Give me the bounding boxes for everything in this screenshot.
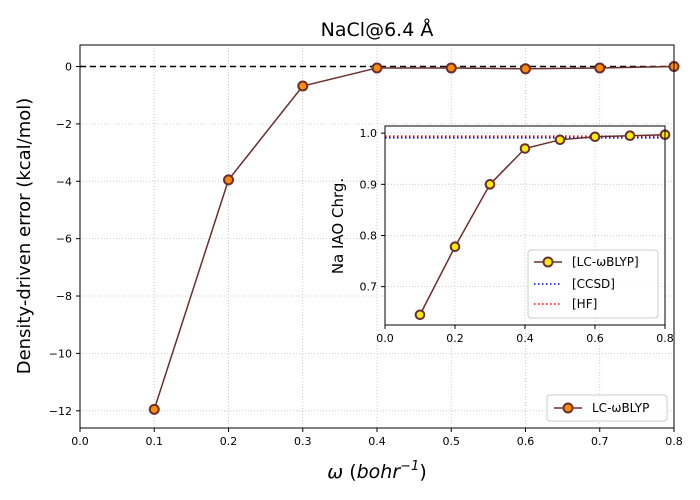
main-data-point <box>520 63 531 75</box>
main-data-point <box>371 62 383 74</box>
main-legend-label: LC-ωBLYP <box>592 401 649 415</box>
main-legend-marker-swatch <box>562 402 574 414</box>
main-y-tick-label: −6 <box>56 233 72 246</box>
main-x-tick-label: 0.8 <box>665 435 683 448</box>
inset-x-tick-label: 0.0 <box>376 332 394 345</box>
inset-y-tick-label: 0.8 <box>360 229 378 242</box>
main-data-point <box>297 80 309 92</box>
main-x-tick-label: 0.5 <box>443 435 461 448</box>
main-y-tick-label: −2 <box>56 118 72 131</box>
main-x-tick-label: 0.1 <box>146 435 164 448</box>
inset-x-ticks: 0.0 0.2 0.4 0.6 0.8 <box>376 325 674 345</box>
inset-data-point <box>484 179 496 190</box>
inset-legend-label-ccsd: [CCSD] <box>572 277 615 291</box>
main-x-tick-label: 0.6 <box>517 435 535 448</box>
inset-series-lines <box>385 133 666 316</box>
inset-data-point <box>554 134 566 146</box>
inset-series-line-lc-blyp <box>419 133 666 316</box>
main-y-tick-label: −10 <box>49 347 72 360</box>
inset-x-tick-label: 0.2 <box>446 332 464 345</box>
main-title: NaCl@6.4 Å <box>321 18 434 41</box>
inset-x-tick-label: 0.8 <box>656 332 674 345</box>
main-data-point <box>223 174 234 186</box>
inset-data-point <box>519 143 531 154</box>
main-series-line-lc-blyp <box>153 65 675 410</box>
inset-data-point <box>414 309 426 321</box>
inset-y-axis-label: Na IAO Chrg. <box>329 178 347 274</box>
x-label-symbol: ω <box>327 461 343 483</box>
inset-legend-box <box>527 249 659 319</box>
x-label-unit: bohr <box>357 461 402 483</box>
inset-x-tick-label: 0.6 <box>586 332 604 345</box>
inset-y-tick-label: 0.7 <box>360 281 378 294</box>
main-legend-box <box>546 394 668 422</box>
main-y-tick-label: −12 <box>49 405 72 418</box>
inset-legend-label-hf: [HF] <box>572 297 597 311</box>
main-x-tick-label: 0.2 <box>220 435 238 448</box>
main-y-tick-label: −8 <box>56 290 72 303</box>
inset-y-tick-label: 1.0 <box>360 127 378 140</box>
inset-legend: [LC-ωBLYP] [CCSD] [HF] <box>527 249 659 319</box>
main-x-tick-label: 0.7 <box>591 435 609 448</box>
inset-y-ticks: 0.7 0.8 0.9 1.0 <box>360 127 385 294</box>
main-x-tick-label: 0.3 <box>294 435 312 448</box>
main-series-lines <box>153 65 675 410</box>
main-y-axis-label: Density-driven error (kcal/mol) <box>14 98 35 375</box>
main-data-point <box>594 62 606 74</box>
main-x-tick-label: 0.0 <box>71 435 89 448</box>
main-legend: LC-ωBLYP <box>546 394 668 422</box>
inset-legend-marker-swatch-lc-wblyp <box>542 256 554 268</box>
main-x-ticks: 0.0 0.1 0.2 0.3 0.4 0.5 0.6 0.7 0.8 <box>71 428 683 448</box>
main-data-point <box>148 403 160 415</box>
main-y-ticks: 0 −2 −4 −6 −8 −10 −12 <box>49 61 80 418</box>
main-y-tick-label: 0 <box>65 61 72 74</box>
inset-data-point <box>624 130 636 142</box>
inset-data-point <box>449 241 461 253</box>
main-x-axis-label: ω (bohr−1) <box>327 459 427 483</box>
main-plot: 0.0 0.1 0.2 0.3 0.4 0.5 0.6 0.7 0.8 0 −2 −4 −6 −8 −10… <box>49 44 683 448</box>
x-label-exponent: −1 <box>400 459 419 474</box>
inset-data-point <box>589 131 601 143</box>
main-data-point <box>445 62 457 74</box>
inset-x-tick-label: 0.4 <box>516 332 534 345</box>
inset-legend-label-lc-wblyp: [LC-ωBLYP] <box>572 255 639 269</box>
inset-y-tick-label: 0.9 <box>360 178 378 191</box>
main-x-tick-label: 0.4 <box>368 435 386 448</box>
main-y-tick-label: −4 <box>56 175 72 188</box>
